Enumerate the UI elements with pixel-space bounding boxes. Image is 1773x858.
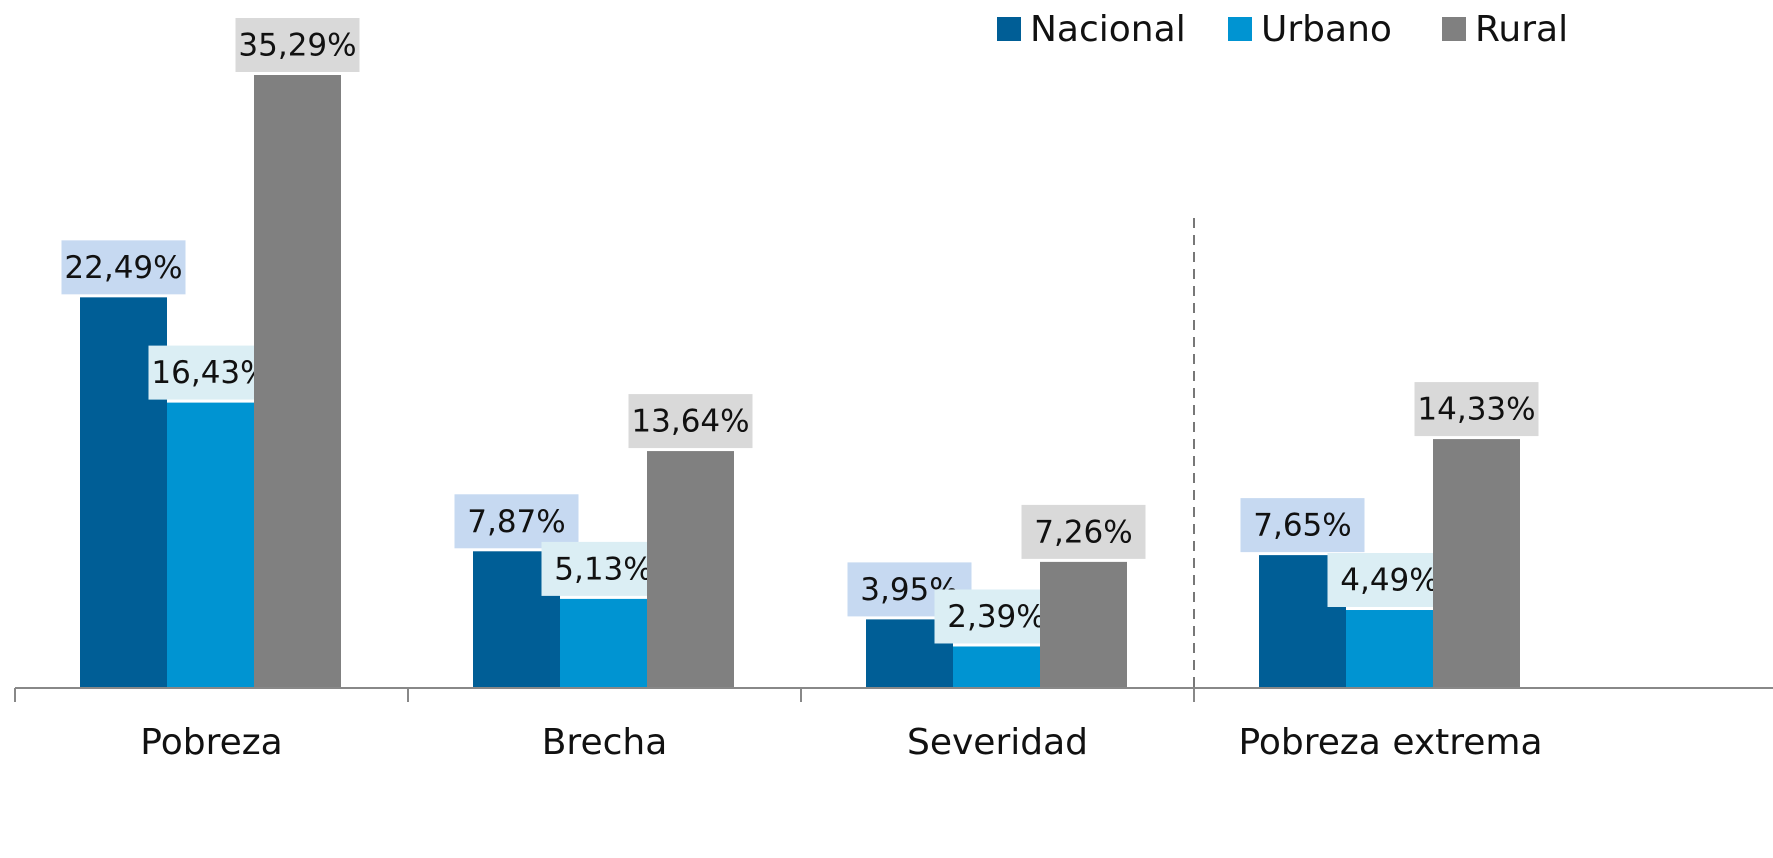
bar (1040, 561, 1127, 688)
bar (647, 451, 734, 688)
value-label-bg (934, 589, 1059, 644)
value-label: 2,39% (947, 599, 1045, 635)
bar (953, 646, 1040, 688)
value-label-bg (1021, 504, 1146, 559)
value-label: 13,64% (631, 404, 749, 440)
legend-swatch (1228, 17, 1252, 41)
value-label-bg (541, 541, 666, 596)
value-label-bg (454, 494, 579, 549)
value-label-bg (1327, 553, 1452, 608)
x-tick-label: Pobreza extrema (1238, 722, 1542, 763)
x-tick-label: Pobreza (140, 722, 282, 763)
bar (1433, 439, 1520, 688)
value-label: 22,49% (64, 250, 182, 286)
value-label-bg (1414, 382, 1539, 437)
legend-swatch (1442, 17, 1466, 41)
bar (167, 402, 254, 688)
value-label: 7,65% (1253, 508, 1351, 544)
value-label-bg (148, 345, 273, 400)
value-label: 7,87% (467, 504, 565, 540)
value-label: 5,13% (554, 551, 652, 587)
legend-label: Rural (1475, 9, 1568, 50)
value-label: 16,43% (151, 355, 269, 391)
value-label-bg (628, 394, 753, 449)
bar (1346, 610, 1433, 688)
value-label: 7,26% (1034, 514, 1132, 550)
value-label-bg (1240, 498, 1365, 553)
value-label-bg (235, 18, 360, 72)
legend-label: Urbano (1261, 9, 1392, 50)
x-tick-label: Brecha (542, 722, 668, 763)
x-tick-label: Severidad (907, 722, 1088, 763)
value-label-bg (61, 240, 186, 295)
value-label: 35,29% (238, 28, 356, 64)
bar (254, 75, 341, 688)
legend-swatch (997, 17, 1021, 41)
bar (560, 598, 647, 688)
value-label: 14,33% (1417, 392, 1535, 428)
value-label: 4,49% (1340, 563, 1438, 599)
legend-label: Nacional (1030, 9, 1186, 50)
